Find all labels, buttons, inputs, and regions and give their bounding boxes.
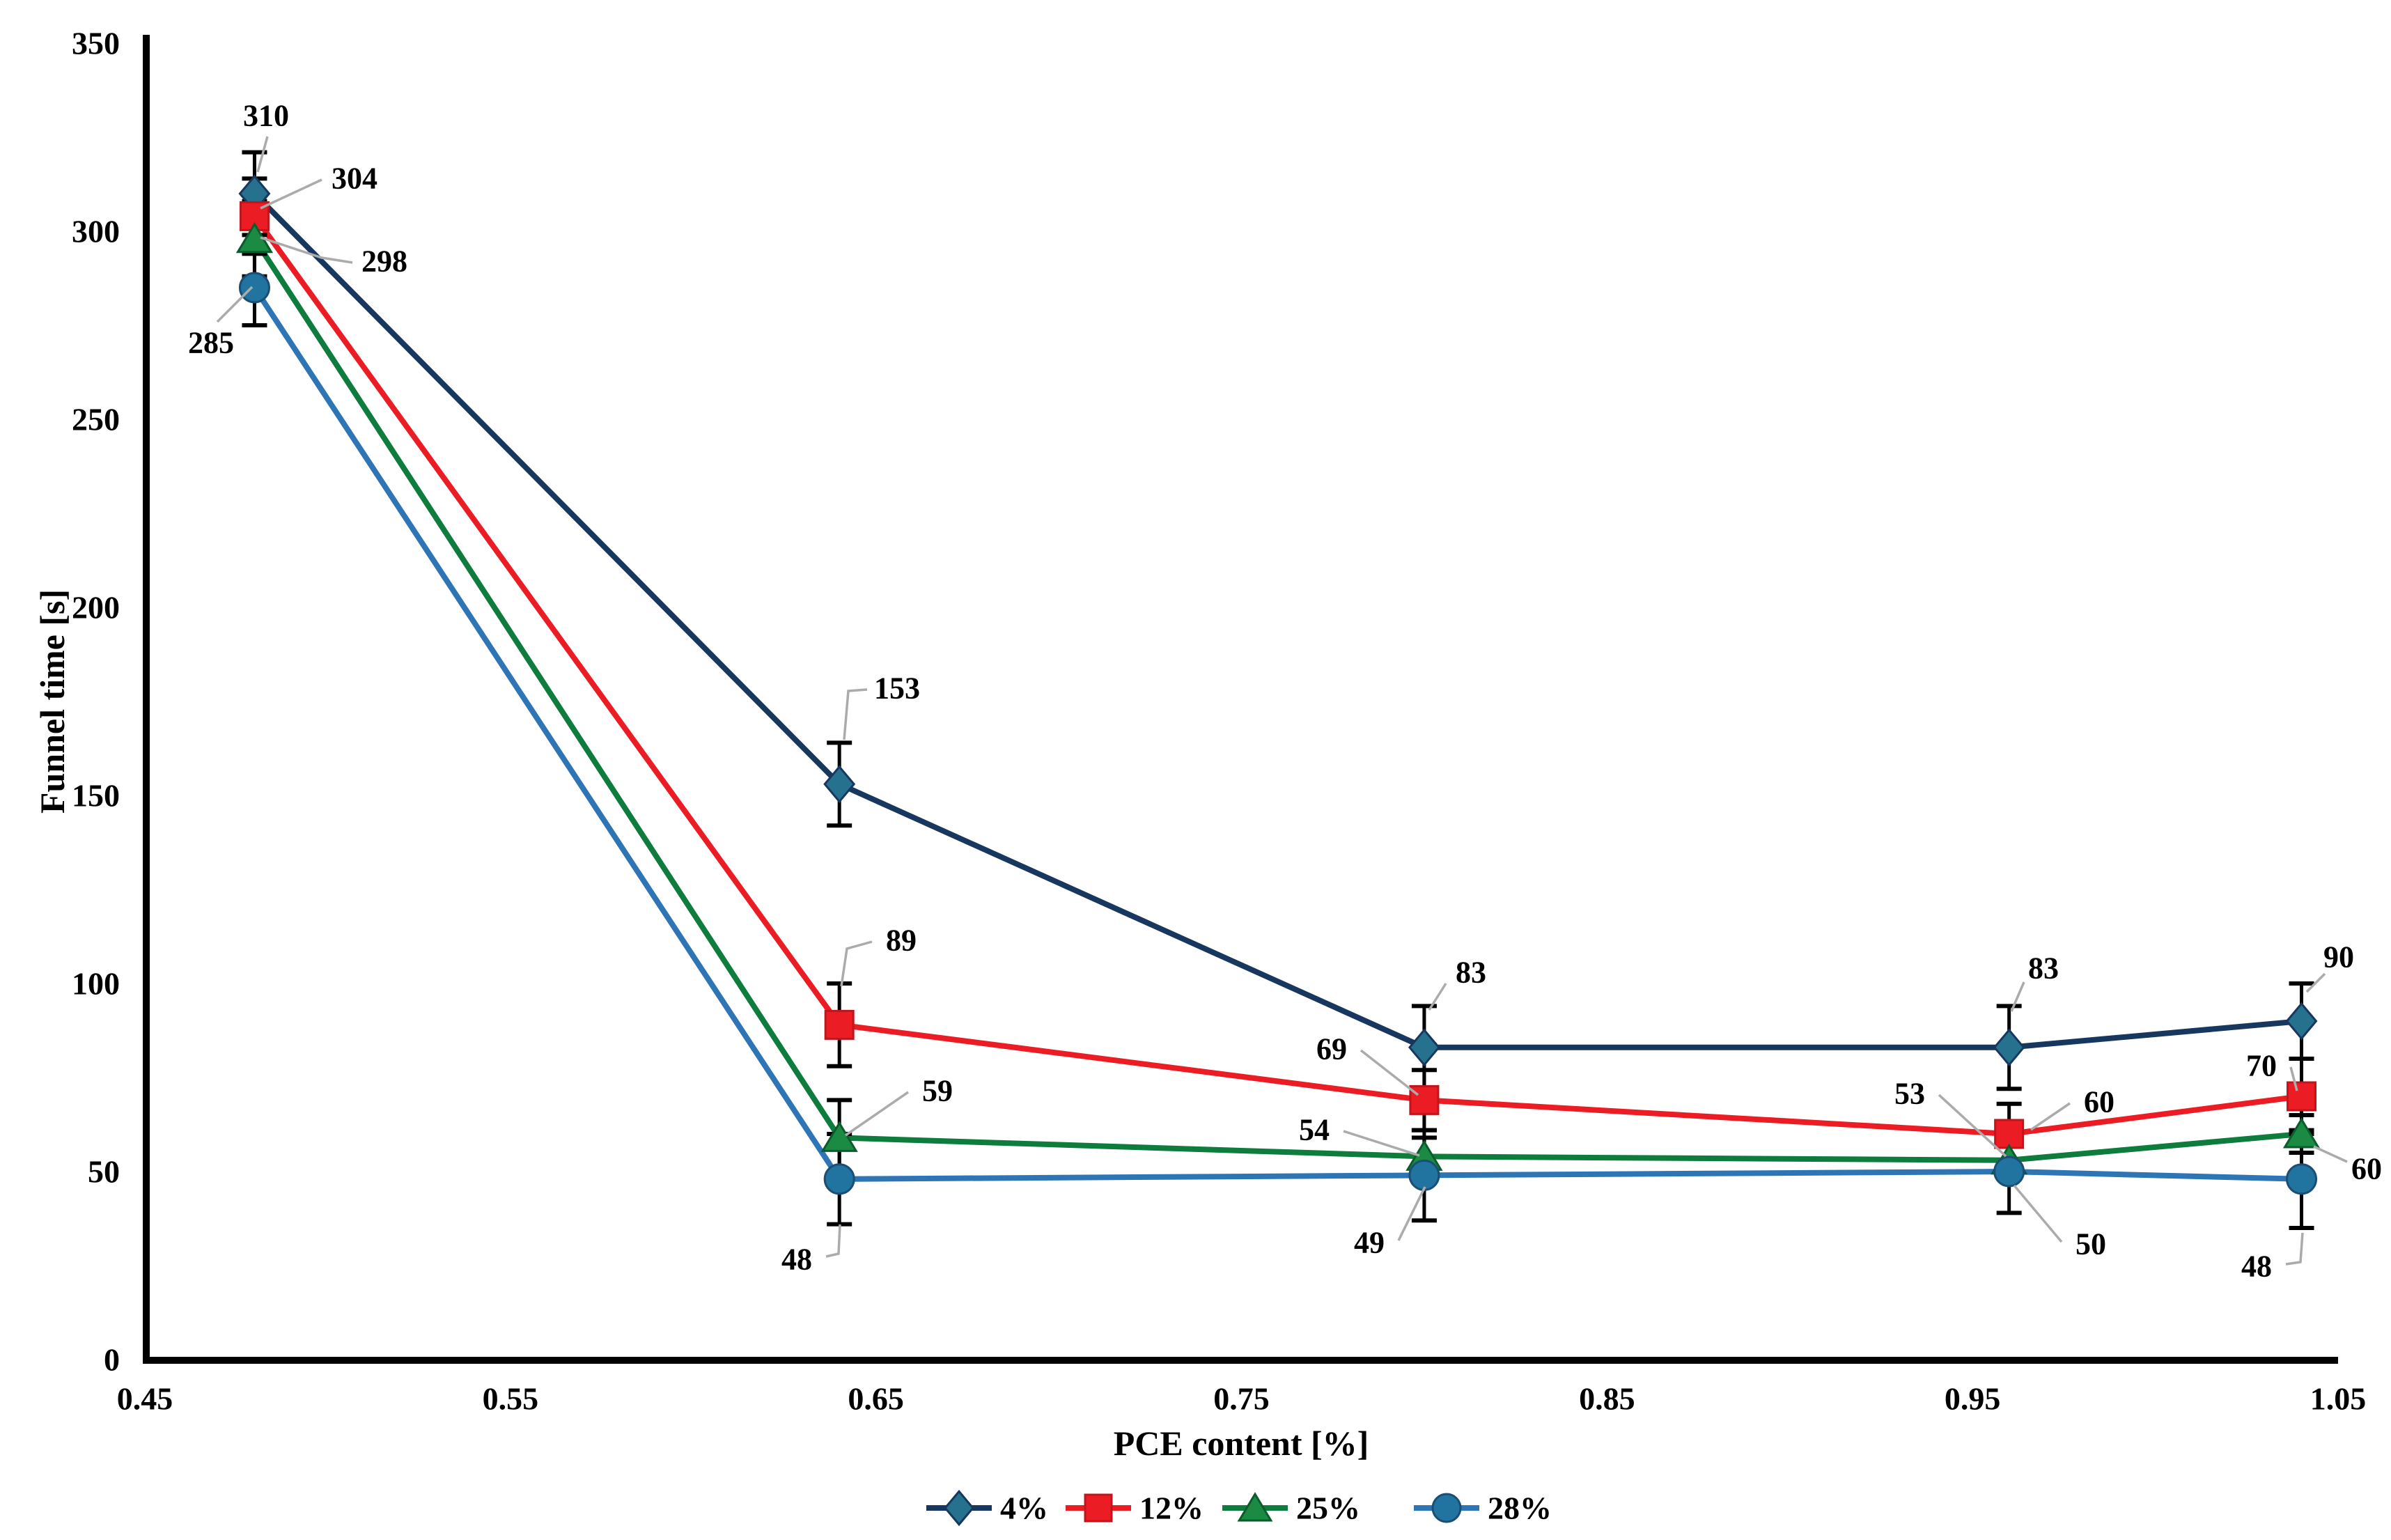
legend-item-12%: 12% [1066, 1491, 1204, 1526]
x-tick-label-0.75: 0.75 [1213, 1381, 1270, 1417]
legend-label-4%: 4% [1000, 1491, 1048, 1526]
leader-line-12%-4 [2289, 1066, 2298, 1091]
marker-4%-point-2 [1408, 1028, 1440, 1067]
y-tick-label-0: 0 [104, 1342, 120, 1378]
data-label-25%-0: 298 [361, 244, 407, 279]
x-tick-label-0.95: 0.95 [1945, 1381, 2001, 1417]
leader-line-25%-3 [1938, 1094, 2007, 1158]
marker-25%-point-4 [2282, 1117, 2321, 1149]
x-axis-title: PCE content [%] [1114, 1424, 1369, 1463]
marker-28%-point-0 [238, 272, 270, 304]
leader-line-28%-2 [1397, 1186, 1426, 1241]
data-label-28%-3: 50 [2075, 1227, 2106, 1261]
legend-layer: 4% 12% 25% 28% [926, 1489, 1552, 1527]
data-label-12%-4: 70 [2246, 1049, 2277, 1083]
leader-line-4%-4 [2305, 972, 2326, 993]
leader-line-25%-1 [845, 1091, 909, 1137]
x-tick-label-0.85: 0.85 [1579, 1381, 1635, 1417]
y-tick-label-50: 50 [88, 1154, 120, 1190]
legend-marker-25% [1237, 1492, 1273, 1522]
leader-line-28%-3 [2013, 1184, 2063, 1243]
data-label-28%-2: 49 [1354, 1226, 1385, 1260]
marker-28%-point-4 [2286, 1163, 2318, 1195]
x-tick-label-0.55: 0.55 [483, 1381, 539, 1417]
legend-marker-4% [944, 1489, 974, 1527]
legend-item-28%: 28% [1414, 1491, 1552, 1526]
marker-12%-point-1 [824, 1009, 855, 1040]
data-label-4%-3: 83 [2028, 951, 2059, 986]
y-tick-label-200: 200 [72, 590, 120, 625]
y-tick-label-100: 100 [72, 966, 120, 1002]
series-line-25% [252, 237, 2302, 1163]
marker-25%-point-1 [820, 1121, 858, 1152]
leader-line-4%-0 [256, 136, 269, 173]
y-tick-label-350: 350 [72, 26, 120, 61]
legend-marker-12% [1084, 1493, 1113, 1523]
marker-12%-point-4 [2287, 1081, 2317, 1112]
data-label-4%-2: 83 [1456, 956, 1486, 990]
y-axis-title: Funnel time [s] [33, 589, 72, 814]
series-line-4% [252, 192, 2302, 1050]
x-tick-label-0.45: 0.45 [117, 1381, 173, 1417]
leader-line-25%-2 [1343, 1130, 1420, 1157]
data-label-4%-4: 90 [2323, 940, 2354, 974]
data-labels-layer: 310 153 83 83 90 304 89 69 60 70 298 59 54 53 60 285 48 4… [188, 99, 2382, 1284]
marker-28%-point-1 [823, 1163, 855, 1195]
data-label-25%-2: 54 [1299, 1113, 1330, 1147]
leader-line-25%-0 [260, 236, 353, 264]
leader-line-12%-2 [1360, 1049, 1419, 1096]
marker-12%-point-2 [1409, 1084, 1440, 1115]
marker-4%-point-1 [823, 765, 856, 804]
x-tick-label-1.05: 1.05 [2310, 1381, 2367, 1417]
leader-line-4%-1 [843, 688, 868, 740]
leader-line-12%-0 [260, 178, 322, 210]
data-label-28%-4: 48 [2241, 1250, 2272, 1284]
legend-label-25%: 25% [1296, 1491, 1360, 1526]
axes-layer: 0 50 100 150 200 250 300 350 0.45 0.55 0.65 0.75 0.8… [72, 26, 2366, 1417]
data-label-4%-0: 310 [243, 99, 289, 133]
data-label-12%-3: 60 [2084, 1085, 2114, 1119]
leader-line-4%-3 [2010, 981, 2025, 1012]
data-label-25%-1: 59 [922, 1074, 953, 1108]
data-label-4%-1: 153 [874, 671, 920, 706]
leader-line-4%-2 [1428, 983, 1447, 1011]
leader-line-12%-1 [840, 940, 873, 987]
legend-label-12%: 12% [1139, 1491, 1204, 1526]
legend-label-28%: 28% [1488, 1491, 1552, 1526]
x-tick-label-0.65: 0.65 [848, 1381, 904, 1417]
marker-28%-point-3 [1993, 1156, 2025, 1188]
data-label-12%-0: 304 [332, 162, 377, 196]
leader-line-28%-4 [2285, 1232, 2304, 1266]
legend-marker-28% [1431, 1493, 1462, 1523]
data-label-25%-4: 60 [2351, 1152, 2382, 1186]
marker-28%-point-2 [1408, 1159, 1440, 1191]
legend-item-4%: 4% [926, 1489, 1048, 1527]
data-label-12%-2: 69 [1316, 1032, 1347, 1066]
series-layer [235, 150, 2321, 1230]
data-label-12%-1: 89 [886, 924, 917, 958]
y-tick-label-250: 250 [72, 402, 120, 437]
marker-4%-point-3 [1993, 1028, 2025, 1067]
marker-4%-point-4 [2285, 1002, 2318, 1041]
data-label-28%-0: 285 [188, 326, 234, 360]
series-line-12% [252, 215, 2303, 1137]
y-tick-label-150: 150 [72, 778, 120, 814]
leader-line-28%-1 [825, 1224, 841, 1258]
leader-line-28%-0 [216, 286, 254, 323]
data-label-25%-3: 53 [1894, 1077, 1925, 1111]
leader-line-25%-4 [2313, 1145, 2348, 1163]
data-label-28%-1: 48 [781, 1243, 812, 1277]
leader-line-12%-3 [2030, 1102, 2071, 1131]
y-tick-label-300: 300 [72, 214, 120, 249]
legend-item-25%: 25% [1222, 1491, 1360, 1526]
